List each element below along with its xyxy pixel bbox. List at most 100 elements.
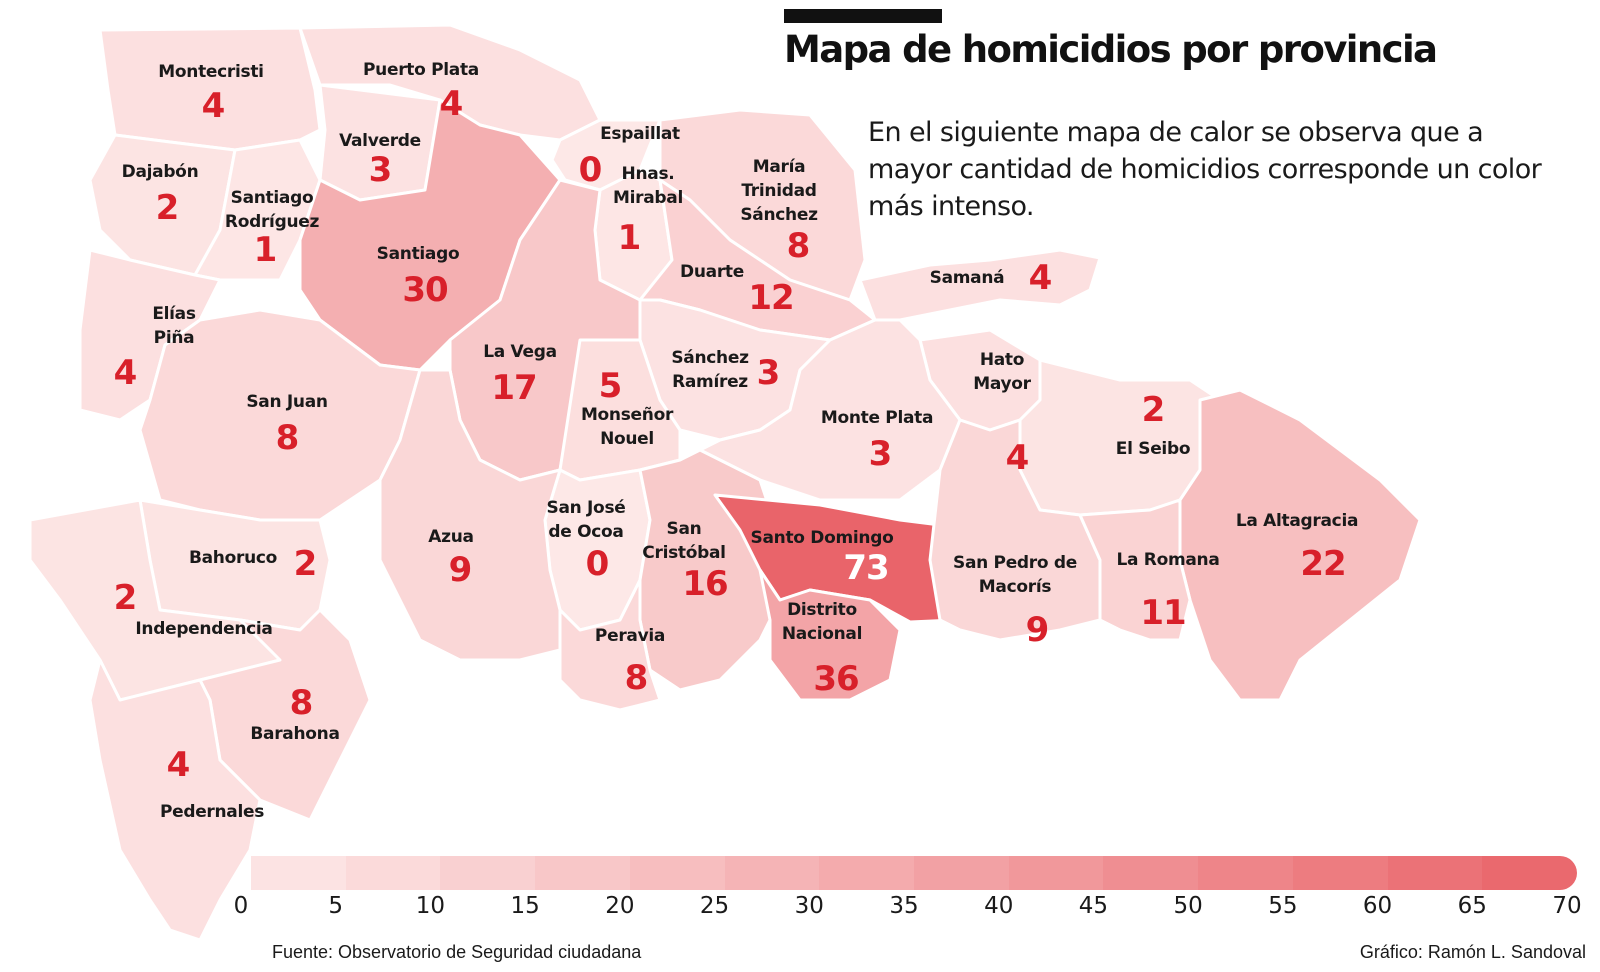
scale-step: [1008, 856, 1104, 890]
province-name-barahona: Barahona: [250, 724, 340, 744]
scale-step: [1387, 856, 1483, 890]
province-value-montecristi: 4: [201, 86, 226, 126]
title-bar: [784, 9, 942, 23]
province-value-samana: 4: [1028, 258, 1053, 298]
province-name-montecristi: Montecristi: [158, 62, 264, 82]
province-name-monte-plata: Monte Plata: [820, 408, 934, 428]
province-value-puerto-plata: 4: [439, 84, 464, 124]
province-name-maria-trinidad-sanchez: María Trinidad Sánchez: [740, 157, 818, 225]
province-name-distrito-nacional: Distrito Nacional: [781, 600, 863, 644]
province-value-duarte: 12: [748, 278, 794, 318]
scale-tick-label: 25: [699, 893, 730, 919]
province-santiago-rodriguez: [193, 138, 322, 282]
province-name-monsenor-nouel: Monseñor Nouel: [580, 405, 674, 449]
scale-tick-label: 40: [984, 893, 1014, 919]
province-value-san-jose-de-ocoa: 0: [585, 544, 610, 584]
scale-tick-label: 35: [889, 893, 919, 919]
province-name-santiago: Santiago: [376, 244, 460, 264]
province-value-san-juan: 8: [275, 418, 300, 458]
province-name-san-cristobal: San Cristóbal: [642, 519, 726, 563]
province-name-duarte: Duarte: [680, 262, 744, 282]
scale-step: [1103, 856, 1199, 890]
scale-step: [345, 856, 441, 890]
province-azua: [378, 368, 562, 662]
province-name-espaillat: Espaillat: [600, 124, 680, 144]
province-value-monsenor-nouel: 5: [598, 366, 623, 406]
scale-step: [1292, 856, 1388, 890]
scale-step: [251, 856, 346, 890]
province-name-samana: Samaná: [929, 268, 1005, 288]
province-value-monte-plata: 3: [868, 434, 893, 474]
page-title: Mapa de homicidios por provincia: [784, 28, 1438, 71]
province-name-santo-domingo: Santo Domingo: [750, 528, 894, 548]
province-name-san-pedro-de-macoris: San Pedro de Macorís: [953, 553, 1077, 597]
scale-step: [819, 856, 915, 890]
province-value-la-romana: 11: [1140, 593, 1186, 633]
province-peravia: [558, 578, 662, 712]
province-name-valverde: Valverde: [339, 131, 421, 151]
province-name-hnas-mirabal: Hnas. Mirabal: [613, 164, 683, 208]
province-value-independencia: 2: [113, 578, 138, 618]
province-name-la-altagracia: La Altagracia: [1235, 511, 1359, 531]
province-puerto-plata: [298, 23, 602, 142]
scale-tick-label: 5: [328, 893, 344, 919]
province-value-hnas-mirabal: 1: [617, 218, 642, 258]
scale-step: [629, 856, 725, 890]
province-name-bahoruco: Bahoruco: [188, 548, 278, 568]
province-value-pedernales: 4: [166, 745, 191, 785]
province-value-espaillat: 0: [578, 150, 603, 190]
province-name-el-seibo: El Seibo: [1115, 439, 1191, 459]
province-value-dajabon: 2: [155, 188, 180, 228]
scale-step: [1198, 856, 1293, 890]
scale-step: [724, 856, 820, 890]
scale-step: [440, 856, 536, 890]
graphic-credit: Gráfico: Ramón L. Sandoval: [1359, 942, 1586, 962]
province-la-romana: [1078, 498, 1192, 642]
province-name-san-juan: San Juan: [246, 392, 328, 412]
scale-step: [914, 856, 1009, 890]
source-note: Fuente: Observatorio de Seguridad ciudad…: [272, 942, 642, 962]
scale-tick-label: 55: [1268, 893, 1298, 919]
scale-tick-label: 10: [415, 893, 446, 919]
province-value-santiago: 30: [402, 270, 448, 310]
province-value-bahoruco: 2: [293, 544, 318, 584]
province-value-azua: 9: [448, 550, 473, 590]
province-value-la-altagracia: 22: [1300, 544, 1346, 584]
province-value-distrito-nacional: 36: [813, 659, 859, 699]
scale-step: [535, 856, 630, 890]
province-value-santo-domingo: 73: [843, 548, 889, 588]
province-name-peravia: Peravia: [594, 626, 666, 646]
province-pedernales: [88, 658, 262, 942]
province-value-el-seibo: 2: [1141, 390, 1166, 430]
province-name-elias-pina: Elías Piña: [152, 304, 196, 348]
province-name-hato-mayor: Hato Mayor: [973, 350, 1031, 394]
province-name-la-vega: La Vega: [483, 342, 557, 362]
color-scale-legend: [251, 856, 1577, 890]
province-value-valverde: 3: [368, 150, 393, 190]
province-name-santiago-rodriguez: Santiago Rodríguez: [224, 188, 320, 232]
province-name-sanchez-ramirez: Sánchez Ramírez: [671, 348, 749, 392]
province-value-santiago-rodriguez: 1: [253, 230, 278, 270]
province-name-azua: Azua: [428, 527, 474, 547]
scale-tick-label: 65: [1457, 893, 1487, 919]
scale-tick-label: 0: [233, 893, 249, 919]
scale-tick-label: 50: [1173, 893, 1203, 919]
province-name-san-jose-de-ocoa: San José de Ocoa: [546, 498, 626, 542]
province-value-maria-trinidad-sanchez: 8: [786, 226, 811, 266]
province-name-dajabon: Dajabón: [121, 162, 199, 182]
province-name-pedernales: Pedernales: [159, 802, 265, 822]
province-value-san-cristobal: 16: [682, 564, 728, 604]
province-value-sanchez-ramirez: 3: [756, 353, 781, 393]
province-monte-plata: [698, 318, 962, 502]
scale-tick-label: 60: [1362, 893, 1393, 919]
province-value-la-vega: 17: [491, 368, 537, 408]
map-description: En el siguiente mapa de calor se observa…: [868, 117, 1542, 222]
province-value-peravia: 8: [624, 658, 649, 698]
province-distrito-nacional: [758, 568, 902, 702]
province-name-la-romana: La Romana: [1116, 550, 1220, 570]
scale-tick-label: 15: [510, 893, 540, 919]
province-value-hato-mayor: 4: [1005, 438, 1030, 478]
scale-tick-label: 45: [1078, 893, 1109, 919]
province-value-barahona: 8: [289, 683, 314, 723]
province-name-independencia: Independencia: [135, 619, 273, 639]
